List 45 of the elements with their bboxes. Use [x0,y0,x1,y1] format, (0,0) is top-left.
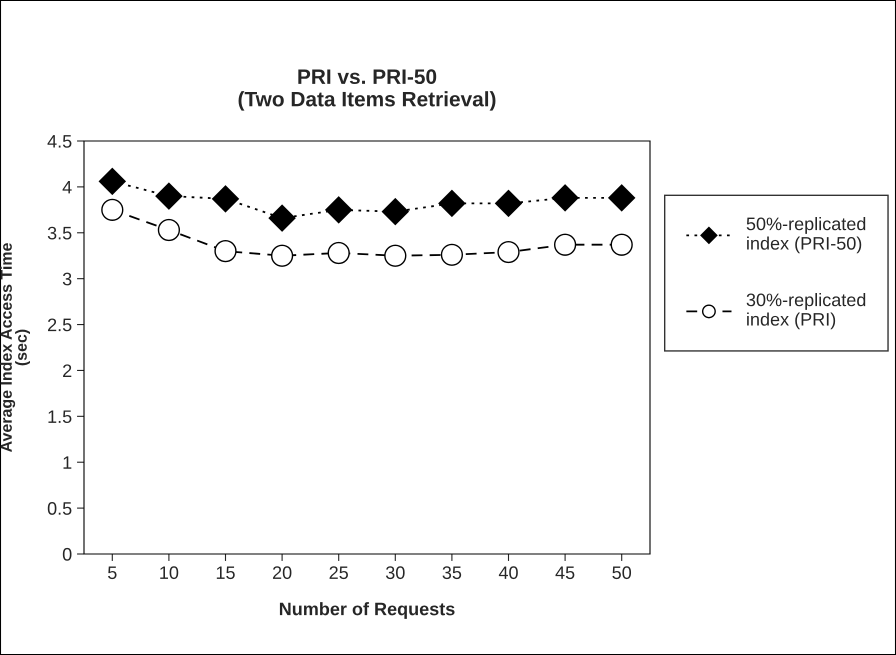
y-tick-label: 2.5 [48,318,72,332]
y-tick-label: 4 [62,181,72,194]
y-tick-label: 1 [64,456,72,469]
x-tick-label: 20 [272,566,292,580]
y-axis-title: Average Index Access Time (sec) [0,243,30,452]
x-tick-label: 10 [160,566,178,580]
point [608,184,636,212]
point [158,218,180,242]
x-tick-label: 25 [330,566,348,580]
point [440,244,464,266]
point [325,196,352,224]
point [214,240,237,262]
point [268,204,296,232]
legend-label: 30%-replicated index (PRI) [746,293,866,330]
y-tick-label: 2 [63,364,72,377]
x-axis-title: Number of Requests [280,602,455,619]
legend-label: 50%-replicated index (PRI-50) [746,217,866,254]
chart-title: PRI vs. PRI-50 (Two Data Items Retrieval) [238,69,496,111]
x-tick-label: 40 [498,566,518,580]
y-tick-label: 4.5 [48,135,72,148]
y-tick-label: 1.5 [48,410,72,424]
point [497,240,520,264]
y-tick-label: 3.5 [48,226,72,240]
point [438,190,466,217]
x-tick-label: 15 [216,566,235,580]
x-tick-label: 30 [386,566,405,580]
point [98,168,126,195]
point [382,198,409,226]
x-tick-label: 35 [442,566,462,580]
x-tick-label: 50 [612,566,632,580]
point [270,244,294,267]
y-tick-label: 0.5 [48,502,72,515]
point [212,185,239,212]
point [155,182,182,210]
point [554,234,576,256]
point [495,190,522,217]
y-tick-label: 3 [62,272,72,286]
point [101,198,124,221]
x-tick-label: 5 [108,566,117,580]
point [328,242,350,264]
y-tick-label: 0 [62,548,72,561]
point [552,184,579,212]
point [384,244,406,267]
point [610,234,633,256]
x-tick-label: 45 [555,566,574,580]
